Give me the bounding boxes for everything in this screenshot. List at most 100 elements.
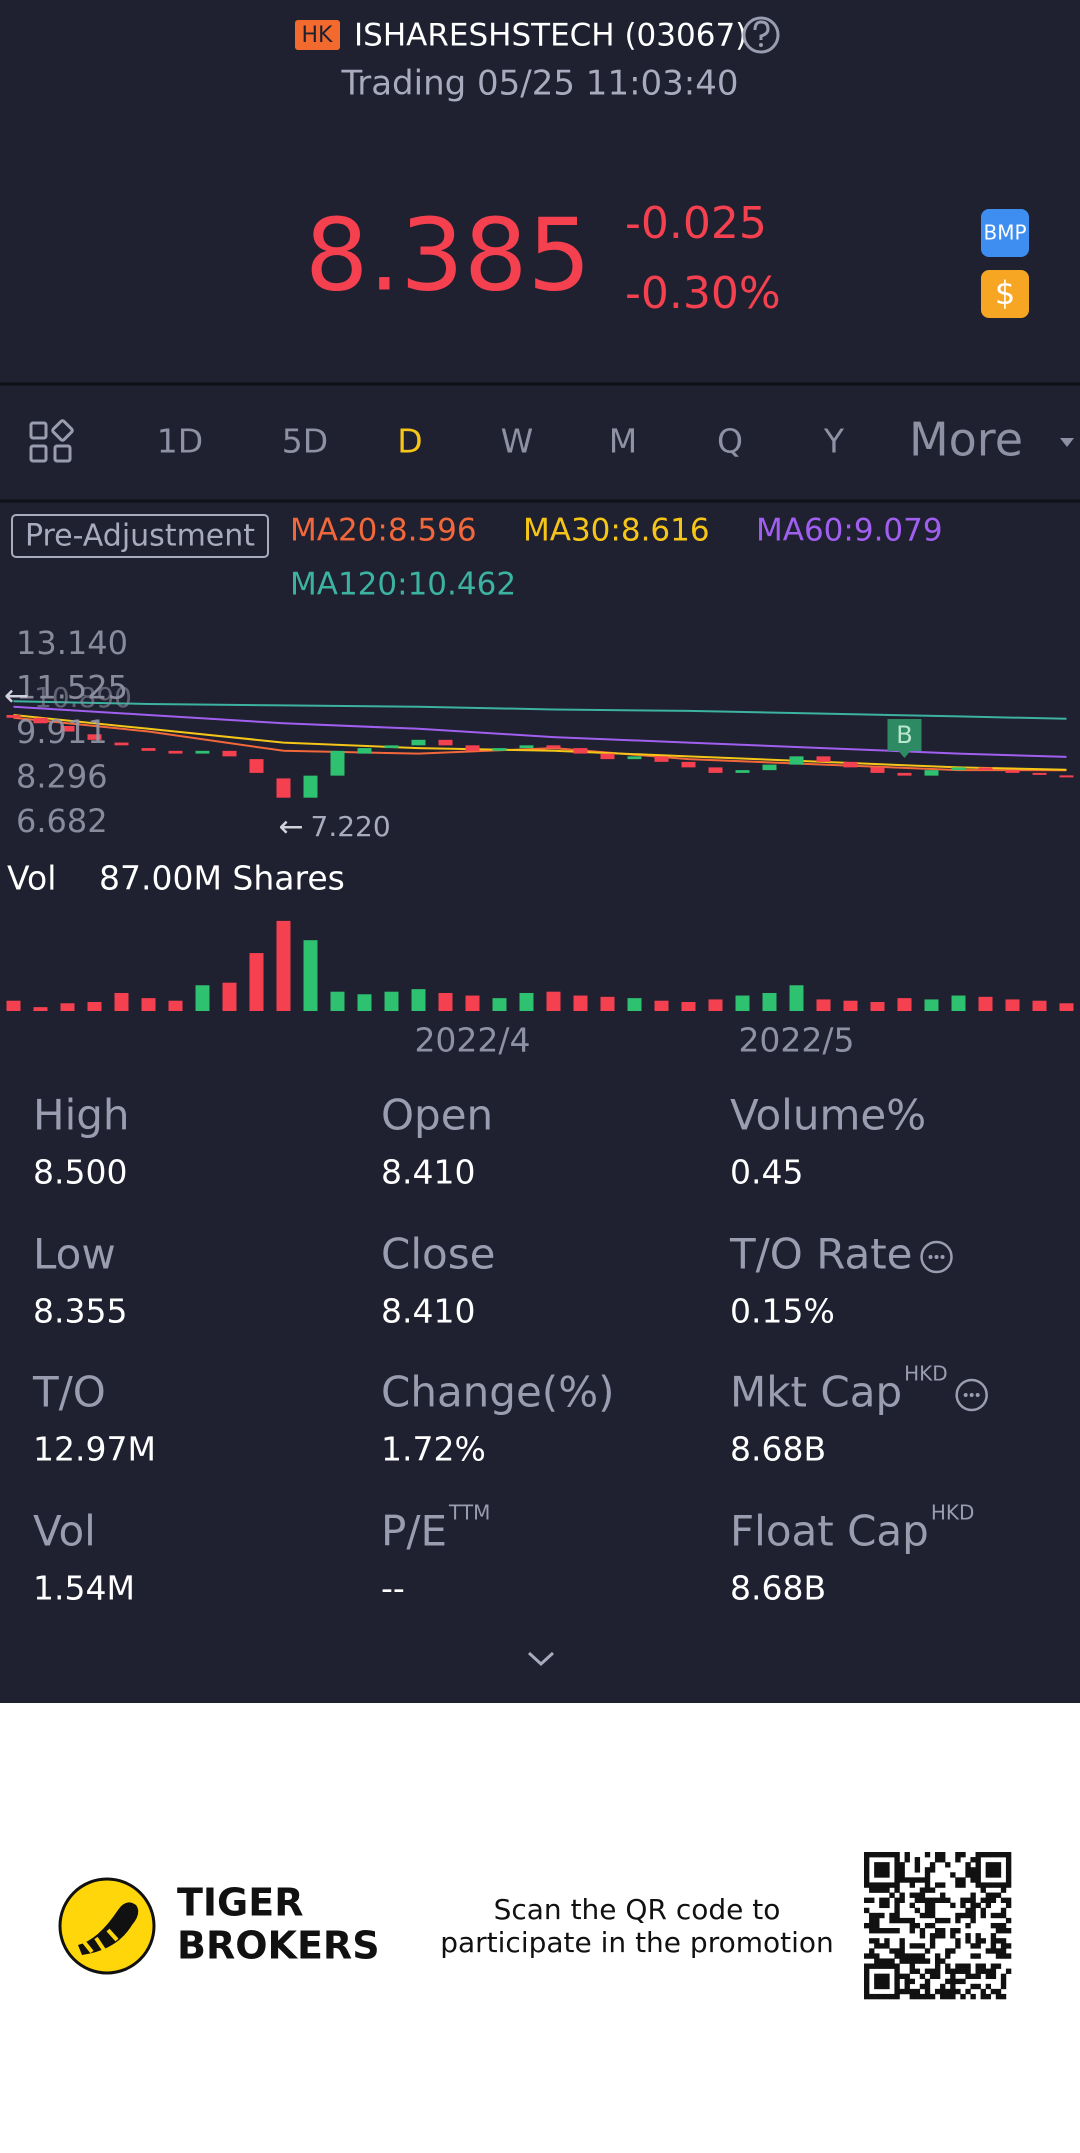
qr-cell [970, 1902, 976, 1909]
info-ring[interactable] [920, 1240, 953, 1274]
qr-cell [874, 1978, 880, 1985]
qr-cell [914, 1897, 921, 1903]
qr-cell [940, 1857, 946, 1863]
bmp-icon[interactable]: BMP [983, 221, 1026, 245]
qr-cell [874, 1973, 880, 1980]
qr-cell [990, 1933, 997, 1939]
qr-cell [934, 1933, 941, 1939]
period-tab[interactable]: 1D [157, 422, 203, 461]
low-arrow: ← [279, 810, 304, 845]
qr-cell [894, 1862, 900, 1868]
qr-cell [909, 1963, 915, 1969]
qr-cell [914, 1877, 921, 1883]
qr-cell [990, 1973, 997, 1980]
qr-cell [874, 1928, 880, 1934]
qr-cell [970, 1943, 976, 1949]
trade-marker[interactable]: B [896, 721, 912, 749]
qr-cell [889, 1892, 895, 1898]
market-badge-bg [295, 20, 340, 50]
info-icon[interactable] [955, 1378, 988, 1412]
period-tab[interactable]: 5D [282, 422, 328, 461]
qr-cell [924, 1912, 931, 1919]
qr-cell [864, 1862, 870, 1868]
info-dot[interactable] [928, 1255, 933, 1259]
qr-cell [864, 1988, 870, 1995]
period-tab[interactable]: Y [823, 422, 845, 461]
info-dot[interactable] [934, 1255, 939, 1259]
info-dot[interactable] [940, 1255, 945, 1259]
dollar-icon[interactable]: $ [995, 274, 1015, 312]
qr-cell [899, 1958, 905, 1964]
period-tab[interactable]: D [397, 422, 422, 461]
qr-cell [919, 1897, 926, 1903]
qr-cell [909, 1877, 915, 1883]
adjust-label[interactable]: Pre-Adjustment [25, 519, 255, 554]
qr-cell [884, 1963, 890, 1969]
qr-cell [960, 1882, 966, 1888]
qr-cell [924, 1922, 931, 1929]
period-tab[interactable]: More [909, 413, 1023, 467]
qr-cell [965, 1912, 971, 1919]
qr-cell [889, 1928, 895, 1934]
more-arrow[interactable] [1060, 438, 1074, 447]
stat-sup: HKD [904, 1362, 948, 1386]
qr-cell [919, 1887, 926, 1893]
qr-cell [990, 1892, 997, 1898]
qr-cell [975, 1877, 981, 1883]
volume-bar [600, 996, 615, 1011]
info-dot[interactable] [975, 1393, 980, 1397]
qr-cell [975, 1933, 981, 1939]
qr-cell [955, 1988, 961, 1995]
help-icon[interactable] [742, 16, 780, 54]
qr-cell [889, 1993, 895, 2000]
candle [411, 739, 426, 746]
qr-cell [970, 1907, 976, 1914]
bmp-icon-bg[interactable] [981, 209, 1029, 257]
qr-cell [980, 1988, 986, 1995]
expand-chevron[interactable] [527, 1651, 555, 1667]
qr-cell [919, 1877, 926, 1883]
price: 8.385 [305, 196, 591, 313]
dollar-icon-bg[interactable] [981, 270, 1029, 318]
info-dot[interactable] [969, 1393, 974, 1397]
candle [438, 739, 453, 746]
qr-cell [995, 1963, 1002, 1969]
qr-cell [940, 1958, 946, 1964]
qr-cell [945, 1963, 951, 1969]
grid-menu-icon[interactable] [29, 419, 74, 463]
qr-cell [940, 1852, 946, 1858]
candle [6, 715, 21, 718]
info-ring[interactable] [955, 1378, 988, 1412]
qr-cell [1005, 1968, 1012, 1974]
qr-cell [929, 1973, 936, 1980]
qr-cell [874, 1953, 880, 1959]
qr-cell [945, 1897, 951, 1903]
qr-cell [975, 1953, 981, 1959]
x-tick-label: 2022/5 [738, 1021, 854, 1060]
qr-cell [929, 1897, 936, 1903]
qr-cell [995, 1928, 1002, 1934]
qr-cell [899, 1872, 905, 1878]
info-dot[interactable] [963, 1393, 968, 1397]
qr-cell [995, 1912, 1002, 1919]
qr-cell [924, 1907, 931, 1914]
qr-cell [889, 1958, 895, 1964]
qr-cell [960, 1877, 966, 1883]
period-tab[interactable]: W [501, 422, 534, 461]
volume-bar [708, 999, 723, 1011]
qr-cell [985, 1993, 992, 2000]
period-tab[interactable]: M [609, 422, 637, 461]
qr-cell [985, 1867, 992, 1873]
qr-cell [990, 1968, 997, 1974]
period-tab[interactable]: Q [717, 422, 743, 461]
info-icon[interactable] [920, 1240, 953, 1274]
adjust-box[interactable] [11, 514, 269, 558]
qr-cell [975, 1857, 981, 1863]
volume-scale: 87.00M Shares [99, 859, 345, 898]
volume-bar [843, 1000, 858, 1011]
trade-marker-bg[interactable] [887, 719, 922, 758]
qr-cell [990, 1948, 997, 1954]
qr-cell [929, 1887, 936, 1893]
qr-cell [995, 1872, 1002, 1878]
qr-cell [869, 1948, 875, 1954]
